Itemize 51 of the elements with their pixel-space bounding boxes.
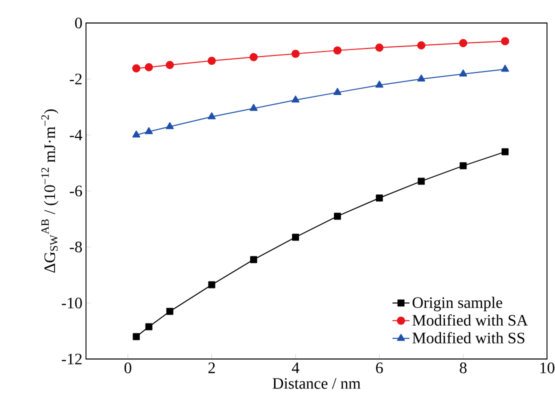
point [417, 74, 426, 82]
y-tick-label: 0 [75, 18, 82, 28]
y-tick-label: -12 [62, 354, 82, 364]
point [292, 95, 300, 102]
point [208, 56, 216, 65]
x-tick-label: 8 [460, 362, 467, 374]
point [334, 212, 341, 220]
point [208, 281, 216, 288]
point [417, 41, 426, 50]
point [375, 44, 384, 52]
point [502, 148, 509, 156]
point [459, 69, 468, 76]
y-tick-label: -2 [70, 74, 82, 84]
point [132, 64, 140, 72]
point [333, 88, 342, 95]
legend-label: Origin sample [412, 296, 502, 312]
x-tick-label: 6 [376, 362, 383, 374]
point [132, 130, 140, 138]
x-tick-label: 10 [540, 362, 554, 374]
point [459, 39, 468, 48]
point [292, 234, 300, 241]
point [333, 46, 342, 55]
point [250, 53, 258, 62]
point [376, 194, 383, 202]
y-tick-label: -6 [70, 186, 82, 196]
y-tick-label: -8 [70, 242, 82, 252]
point [166, 60, 174, 70]
x-axis-title: Distance / nm [272, 378, 361, 389]
y-tick-label: -10 [62, 298, 82, 308]
point [144, 63, 153, 72]
y-tick-label: -4 [70, 130, 82, 140]
point [375, 80, 384, 88]
point [145, 323, 152, 330]
point [208, 112, 216, 120]
x-tick-label: 4 [292, 362, 300, 374]
x-tick-label: 2 [208, 362, 215, 374]
point [460, 162, 467, 170]
point [500, 37, 510, 46]
x-tick-label: 0 [124, 362, 132, 374]
point [166, 122, 174, 130]
legend-label: Modified with SA [412, 314, 528, 326]
point [250, 104, 258, 111]
point [501, 64, 510, 72]
point [132, 333, 140, 340]
point [166, 308, 174, 315]
point [250, 256, 258, 264]
legend-label: Modified with SS [412, 332, 524, 344]
point [144, 127, 153, 134]
point [291, 50, 300, 58]
y-axis-title: ΔG$_{SW}$$^{AB}$ / (10$^{−12}$ mJ·m$^{−2}$) [41, 109, 58, 273]
point [418, 178, 425, 185]
